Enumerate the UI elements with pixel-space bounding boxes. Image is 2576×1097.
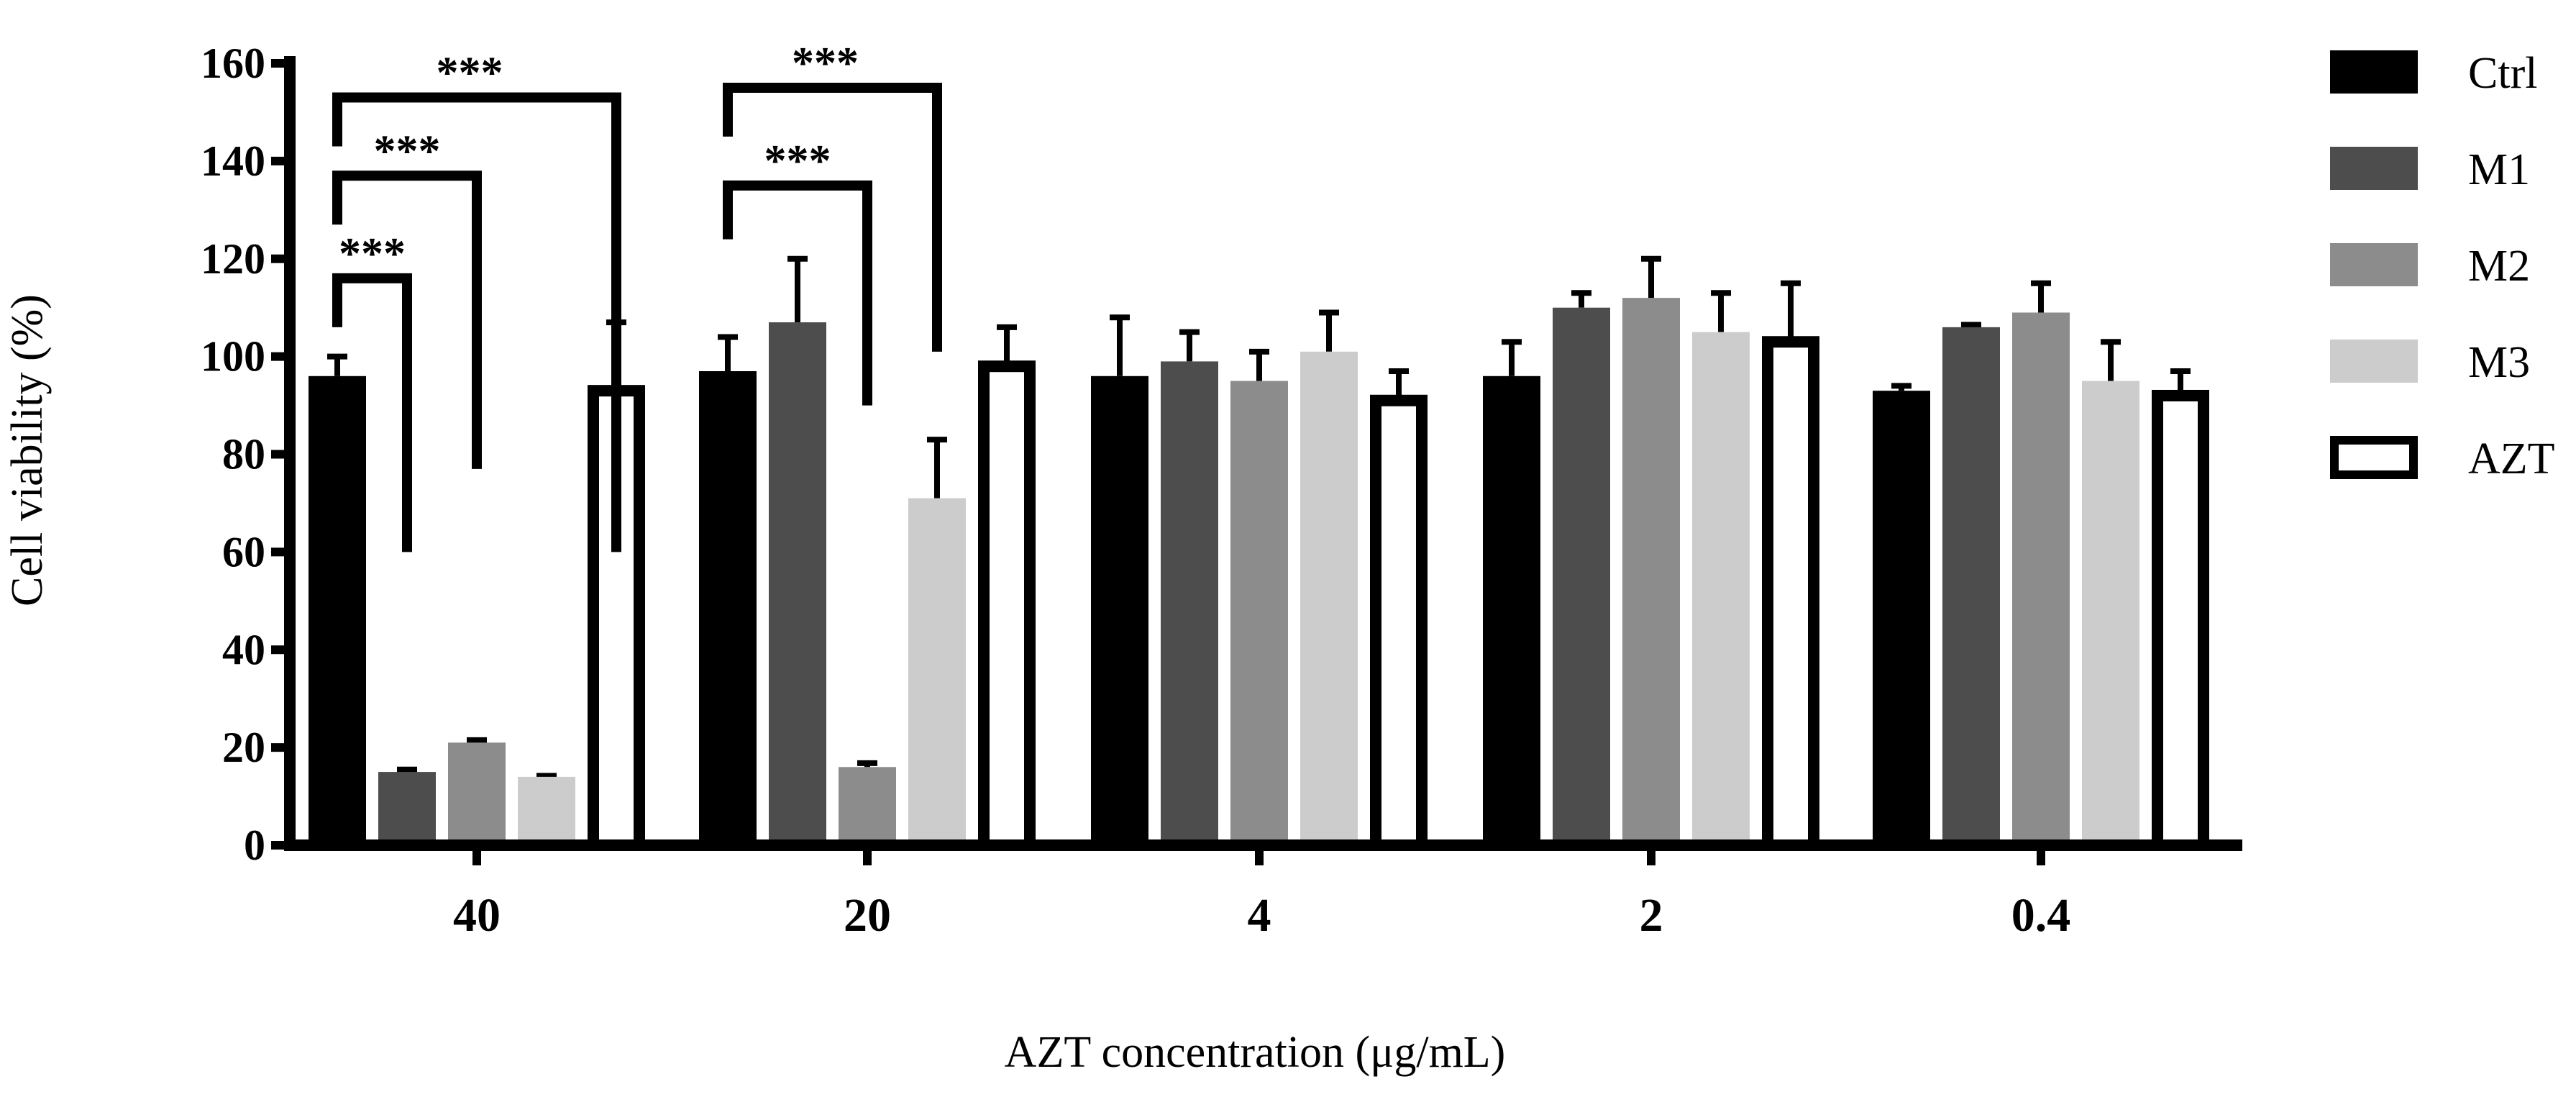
bar-ctrl: [1091, 375, 1148, 845]
significance-bracket: [332, 92, 621, 552]
y-tick-label: 100: [201, 333, 265, 381]
bar-m2: [2012, 312, 2070, 845]
bar-m1: [378, 772, 436, 845]
significance-label: ***: [764, 137, 831, 186]
bar-azt: [2152, 389, 2209, 851]
legend-swatch-azt: [2330, 436, 2418, 479]
bar-ctrl: [699, 371, 757, 845]
bar-m3: [2082, 381, 2139, 845]
bar-m1: [769, 322, 826, 846]
bar-ctrl: [309, 375, 366, 845]
y-tick-label: 160: [201, 40, 265, 87]
bar-m2: [448, 742, 506, 845]
bar-ctrl: [1483, 375, 1540, 845]
y-tick-label: 80: [222, 431, 265, 478]
x-tick-label: 40: [453, 889, 501, 942]
legend-label-azt: AZT: [2468, 434, 2555, 483]
x-tick-label: 20: [844, 889, 891, 942]
bar-m3: [1692, 332, 1750, 845]
x-tick-label: 0.4: [2011, 889, 2071, 942]
y-tick-label: 0: [244, 821, 265, 869]
bar-azt: [1762, 336, 1819, 851]
bar-m1: [1161, 361, 1218, 845]
legend-swatch-m1: [2330, 147, 2418, 190]
bar-m3: [1300, 351, 1358, 845]
bar-m2: [839, 767, 896, 845]
significance-bracket: [332, 170, 482, 469]
bar-m3: [518, 776, 575, 845]
significance-label: ***: [339, 229, 406, 278]
bar-azt: [1370, 394, 1428, 851]
legend-swatch-m3: [2330, 340, 2418, 383]
x-tick-label: 4: [1248, 889, 1271, 942]
y-tick-label: 60: [222, 528, 265, 575]
y-tick-label: 40: [222, 626, 265, 673]
legend-label-m1: M1: [2468, 145, 2530, 194]
x-axis-label: AZT concentration (μg/mL): [1005, 1028, 1506, 1077]
significance-label: ***: [792, 39, 859, 88]
legend-label-m3: M3: [2468, 338, 2530, 387]
bar-m2: [1230, 381, 1288, 845]
legend-swatch-m2: [2330, 243, 2418, 286]
x-tick-label: 2: [1640, 889, 1663, 942]
bar-azt: [978, 360, 1036, 851]
legend-label-ctrl: Ctrl: [2468, 49, 2537, 98]
bar-m1: [1553, 307, 1610, 845]
bar-m1: [1942, 327, 2000, 845]
legend-label-m2: M2: [2468, 242, 2530, 291]
y-tick-label: 140: [201, 137, 265, 185]
y-tick-label: 120: [201, 235, 265, 283]
legend-swatch-ctrl: [2330, 50, 2418, 94]
y-axis-label: Cell viability (%): [3, 294, 52, 606]
bar-ctrl: [1873, 391, 1930, 845]
y-tick-label: 20: [222, 724, 265, 771]
significance-bracket: [332, 273, 412, 552]
significance-bracket: [723, 82, 942, 352]
significance-bracket: [723, 180, 872, 406]
significance-label: ***: [374, 127, 441, 176]
significance-label: ***: [437, 49, 503, 98]
bar-m3: [908, 498, 966, 845]
bar-m2: [1622, 298, 1680, 846]
